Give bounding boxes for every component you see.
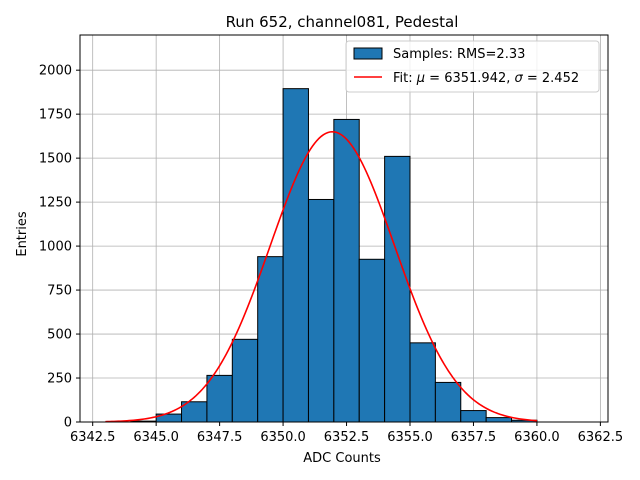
y-tick-label: 250 [47, 372, 72, 387]
histogram-bar [384, 155, 411, 423]
x-tick-label: 6347.5 [197, 430, 243, 445]
gaussian-fit-line [105, 130, 537, 423]
x-tick-label: 6350.0 [260, 430, 306, 445]
plot-frame [79, 34, 609, 423]
legend-fit-sigma-value: = 2.452 [523, 71, 579, 86]
ticks-layer: 6342.5 6345.0 6347.5 6350.0 6352.5 6355.0 6357… [39, 64, 623, 445]
histogram-bar [409, 342, 436, 423]
x-tick-label: 6362.5 [578, 430, 624, 445]
chart-title: Run 652, channel081, Pedestal [226, 13, 459, 31]
histogram-bar [358, 258, 386, 423]
histogram-bar [282, 88, 309, 423]
y-tick-label: 500 [47, 328, 72, 343]
histogram-bar [485, 417, 513, 423]
legend-fit-mu-value: = 6351.942, [425, 71, 514, 86]
bars-layer [130, 88, 538, 423]
x-tick-label: 6352.5 [324, 430, 370, 445]
legend-fit-sigma-symbol: σ [515, 71, 524, 86]
histogram-bar [206, 374, 233, 423]
y-tick-label: 0 [64, 416, 72, 431]
x-tick-label: 6357.5 [451, 430, 497, 445]
legend: Samples: RMS=2.33 Fit: μ = 6351.942, σ =… [345, 40, 600, 93]
x-axis-label: ADC Counts [303, 451, 381, 466]
x-tick-label: 6345.0 [133, 430, 179, 445]
histogram-bar [333, 118, 360, 423]
y-tick-label: 1500 [39, 152, 72, 167]
fit-layer [105, 130, 537, 423]
histogram-bar [307, 198, 335, 423]
x-tick-label: 6355.0 [387, 430, 433, 445]
histogram-bar [460, 410, 487, 423]
legend-fit-mu-symbol: μ [416, 71, 425, 86]
y-tick-label: 2000 [39, 64, 72, 79]
x-tick-label: 6342.5 [70, 430, 116, 445]
y-tick-label: 750 [47, 284, 72, 299]
legend-label-samples: Samples: RMS=2.33 [393, 47, 525, 62]
legend-label-fit: Fit: μ = 6351.942, σ = 2.452 [393, 71, 579, 86]
y-tick-label: 1000 [39, 240, 72, 255]
legend-swatch-samples [353, 47, 383, 60]
histogram-bar [231, 338, 259, 423]
legend-box [345, 40, 600, 93]
histogram-bar [434, 381, 462, 423]
histogram-bar [257, 256, 284, 423]
x-tick-label: 6360.0 [514, 430, 560, 445]
legend-fit-prefix: Fit: [393, 71, 417, 86]
y-tick-label: 1250 [39, 196, 72, 211]
y-tick-label: 1750 [39, 108, 72, 123]
y-axis-label: Entries [15, 211, 30, 257]
